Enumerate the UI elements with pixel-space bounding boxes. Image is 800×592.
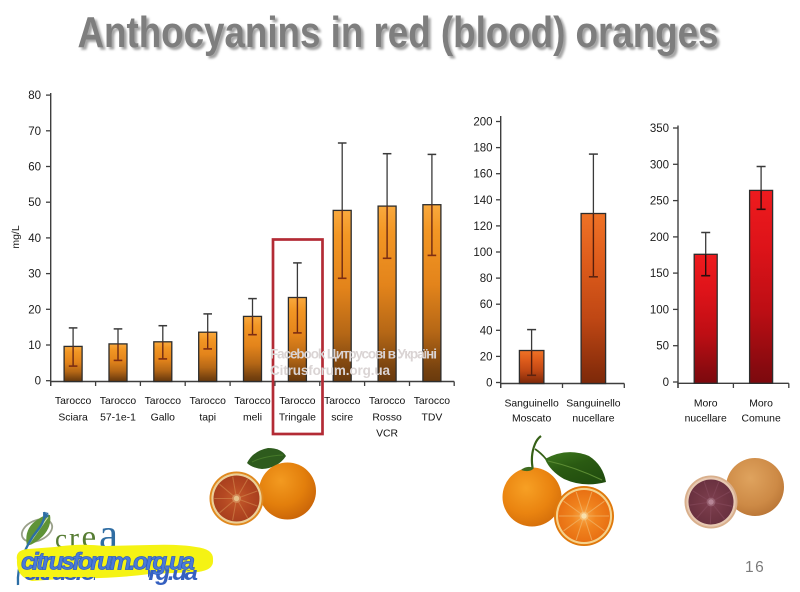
svg-text:Tarocco: Tarocco xyxy=(324,396,361,407)
svg-text:60: 60 xyxy=(480,299,493,311)
svg-text:120: 120 xyxy=(473,221,492,233)
svg-text:Tarocco: Tarocco xyxy=(369,396,406,407)
svg-text:Anthocyanins in red (blood) or: Anthocyanins in red (blood) oranges xyxy=(80,12,721,60)
svg-text:0: 0 xyxy=(35,376,41,388)
svg-text:Sanguinello: Sanguinello xyxy=(566,398,621,409)
svg-text:50: 50 xyxy=(656,341,669,353)
svg-text:20: 20 xyxy=(28,304,41,316)
svg-text:Moro: Moro xyxy=(749,398,773,409)
svg-text:Tarocco: Tarocco xyxy=(190,396,227,407)
svg-text:200: 200 xyxy=(473,117,492,129)
svg-text:mg/L: mg/L xyxy=(10,225,22,249)
svg-text:scire: scire xyxy=(331,412,353,423)
svg-text:50: 50 xyxy=(28,197,41,209)
svg-text:70: 70 xyxy=(28,126,41,138)
svg-text:Tarocco: Tarocco xyxy=(145,396,182,407)
svg-text:nucellare: nucellare xyxy=(685,414,727,425)
svg-text:80: 80 xyxy=(28,90,41,102)
svg-text:Tarocco: Tarocco xyxy=(234,396,271,407)
svg-text:TDV: TDV xyxy=(422,412,443,423)
svg-text:VCR: VCR xyxy=(376,428,398,439)
svg-text:Gallo: Gallo xyxy=(151,412,175,423)
svg-text:Sanguinello: Sanguinello xyxy=(504,398,559,409)
svg-text:80: 80 xyxy=(480,273,493,285)
svg-text:20: 20 xyxy=(480,351,493,363)
svg-text:140: 140 xyxy=(473,195,492,207)
svg-text:16: 16 xyxy=(745,559,765,576)
svg-text:180: 180 xyxy=(473,143,492,155)
svg-text:150: 150 xyxy=(650,268,669,280)
svg-text:10: 10 xyxy=(28,340,41,352)
svg-text:350: 350 xyxy=(650,123,669,135)
svg-text:300: 300 xyxy=(650,159,669,171)
svg-text:40: 40 xyxy=(28,233,41,245)
svg-text:Rosso: Rosso xyxy=(372,412,402,423)
svg-text:Tringale: Tringale xyxy=(279,412,316,423)
svg-text:100: 100 xyxy=(473,247,492,259)
svg-text:40: 40 xyxy=(480,325,493,337)
svg-text:60: 60 xyxy=(28,162,41,174)
svg-text:Citrusforum.org.ua: Citrusforum.org.ua xyxy=(270,363,390,378)
svg-text:Tarocco: Tarocco xyxy=(414,396,451,407)
svg-text:100: 100 xyxy=(650,304,669,316)
svg-text:30: 30 xyxy=(28,269,41,281)
svg-text:0: 0 xyxy=(486,378,492,390)
svg-text:r: r xyxy=(69,522,79,555)
svg-text:Comune: Comune xyxy=(741,414,780,425)
svg-text:Tarocco: Tarocco xyxy=(55,396,92,407)
svg-text:Tarocco: Tarocco xyxy=(100,396,137,407)
svg-text:citrusforum.org.ua: citrusforum.org.ua xyxy=(21,549,195,576)
svg-text:Moscato: Moscato xyxy=(512,414,551,425)
svg-text:Moro: Moro xyxy=(694,398,718,409)
svg-text:57-1e-1: 57-1e-1 xyxy=(100,412,136,423)
svg-text:250: 250 xyxy=(650,196,669,208)
svg-text:tapi: tapi xyxy=(199,412,216,423)
svg-text:Tarocco: Tarocco xyxy=(279,396,316,407)
svg-text:meli: meli xyxy=(243,412,262,423)
svg-text:200: 200 xyxy=(650,232,669,244)
svg-text:0: 0 xyxy=(663,377,669,389)
svg-text:nucellare: nucellare xyxy=(572,414,614,425)
svg-text:Anthocyanins in red (blood) or: Anthocyanins in red (blood) oranges xyxy=(78,9,719,57)
svg-text:160: 160 xyxy=(473,169,492,181)
svg-text:Sciara: Sciara xyxy=(58,412,88,423)
svg-text:Facebook Цитрусові в Україні: Facebook Цитрусові в Україні xyxy=(270,347,437,362)
